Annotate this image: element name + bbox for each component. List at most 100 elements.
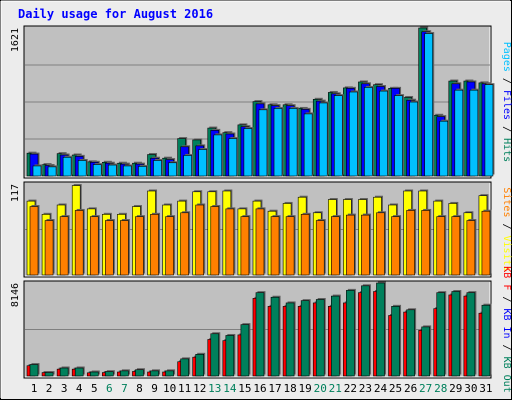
bar-pages-day-26 (409, 101, 418, 177)
panel-max-label: 117 (10, 184, 21, 202)
x-tick-label-day-17: 17 (268, 382, 281, 395)
bar-kb-out-day-6 (105, 371, 114, 377)
hits-panel: 1621 Pages / Files / Hits (10, 25, 512, 179)
bar-kb-out-day-29 (451, 291, 461, 377)
x-tick-label-day-12: 12 (193, 382, 206, 395)
bar-pages-day-13 (213, 134, 223, 177)
bar-sites-day-17 (270, 216, 280, 276)
legend-part: KB F (501, 266, 512, 290)
bar-kb-out-day-1 (29, 364, 39, 377)
bar-kb-out-day-3 (59, 367, 69, 377)
bar-kb-out-day-14 (225, 335, 235, 377)
legend-part: / (501, 290, 512, 308)
bar-sites-day-10 (165, 216, 174, 276)
bar-pages-day-4 (77, 160, 87, 177)
bar-sites-day-1 (29, 206, 39, 276)
legend-part: Files (501, 90, 512, 120)
bar-sites-day-21 (330, 216, 340, 276)
bar-sites-day-3 (59, 216, 69, 276)
bar-sites-day-23 (361, 214, 370, 276)
bar-pages-day-10 (168, 162, 177, 177)
x-tick-label-day-28: 28 (434, 382, 447, 395)
bar-sites-day-22 (346, 214, 355, 276)
x-tick-label-day-9: 9 (151, 382, 158, 395)
x-tick-label-day-25: 25 (389, 382, 402, 395)
bar-kb-out-day-24 (376, 282, 385, 377)
bar-pages-day-6 (108, 164, 117, 177)
bar-pages-day-2 (47, 166, 57, 177)
x-tick-label-day-1: 1 (31, 382, 38, 395)
panel-max-label: 1621 (10, 28, 21, 52)
x-tick-label-day-27: 27 (419, 382, 432, 395)
bar-sites-day-13 (210, 206, 220, 276)
x-tick-label-day-6: 6 (106, 382, 113, 395)
x-tick-label-day-8: 8 (136, 382, 143, 395)
bar-kb-out-day-31 (481, 304, 491, 377)
bar-kb-out-day-15 (240, 324, 250, 377)
bar-sites-day-28 (436, 216, 446, 276)
legend-part: / (501, 72, 512, 90)
bar-pages-day-15 (243, 128, 253, 177)
bar-kb-out-day-27 (421, 326, 430, 377)
x-tick-label-day-29: 29 (449, 382, 462, 395)
x-tick-label-day-15: 15 (238, 382, 251, 395)
bar-sites-day-29 (451, 216, 461, 276)
x-tick-label-day-10: 10 (163, 382, 176, 395)
visits-panel: 117 Sites / Visits (10, 181, 512, 278)
x-tick-label-day-13: 13 (208, 382, 221, 395)
bar-pages-day-7 (123, 165, 132, 177)
bar-pages-day-12 (198, 149, 208, 177)
x-tick-label-day-7: 7 (121, 382, 128, 395)
x-tick-label-day-18: 18 (283, 382, 296, 395)
bar-kb-out-day-23 (361, 285, 370, 377)
bar-kb-out-day-30 (466, 292, 476, 377)
bar-kb-out-day-9 (150, 370, 159, 377)
bar-sites-day-5 (89, 216, 99, 276)
bar-pages-day-19 (303, 113, 313, 177)
bar-pages-day-28 (439, 120, 449, 177)
legend-part: Sites (501, 187, 512, 217)
legend-part: / (501, 339, 512, 357)
panel-side-legend: Pages / Files / Hits (501, 42, 512, 162)
bar-pages-day-14 (228, 138, 238, 177)
bar-sites-day-6 (105, 220, 114, 276)
legend-part: Pages (501, 42, 512, 72)
bar-pages-day-1 (32, 165, 42, 177)
bar-pages-day-3 (62, 156, 72, 177)
legend-part: Hits (501, 138, 512, 162)
bar-kb-out-day-7 (120, 370, 129, 377)
bar-sites-day-14 (225, 208, 235, 276)
x-tick-label-day-2: 2 (46, 382, 53, 395)
bar-kb-out-day-12 (195, 354, 205, 377)
bar-sites-day-2 (44, 220, 54, 276)
bar-kb-out-day-22 (346, 290, 355, 377)
x-tick-label-day-30: 30 (464, 382, 477, 395)
legend-part: KB Out (501, 357, 512, 393)
bar-pages-day-23 (364, 87, 373, 177)
bar-sites-day-15 (240, 216, 250, 276)
x-tick-label-day-26: 26 (404, 382, 417, 395)
bar-kb-out-day-11 (180, 358, 189, 377)
x-axis-tick-labels: 1 2 3 4 5 6 7 8 9 10 11 12 13 14 15 16 17 18 19 20 21 22 23 24 2… (31, 382, 493, 395)
bar-kb-out-day-2 (44, 372, 54, 377)
bar-kb-out-day-25 (391, 306, 400, 377)
x-tick-label-day-4: 4 (76, 382, 83, 395)
x-tick-label-day-14: 14 (223, 382, 237, 395)
x-tick-label-day-11: 11 (178, 382, 191, 395)
bar-sites-day-30 (466, 220, 476, 276)
legend-part: / (501, 120, 512, 138)
bar-kb-out-day-21 (330, 295, 340, 377)
bar-pages-day-22 (349, 91, 358, 177)
bar-pages-day-18 (288, 108, 298, 177)
bar-kb-out-day-17 (270, 296, 280, 377)
legend-part: Visits (501, 236, 512, 272)
bar-pages-day-27 (424, 33, 433, 177)
bar-kb-out-day-4 (74, 367, 84, 377)
bar-sites-day-25 (391, 216, 400, 276)
bar-sites-day-27 (421, 210, 430, 276)
bar-pages-day-16 (258, 109, 268, 177)
bar-sites-day-19 (300, 214, 310, 276)
bar-kb-out-day-13 (210, 333, 220, 377)
